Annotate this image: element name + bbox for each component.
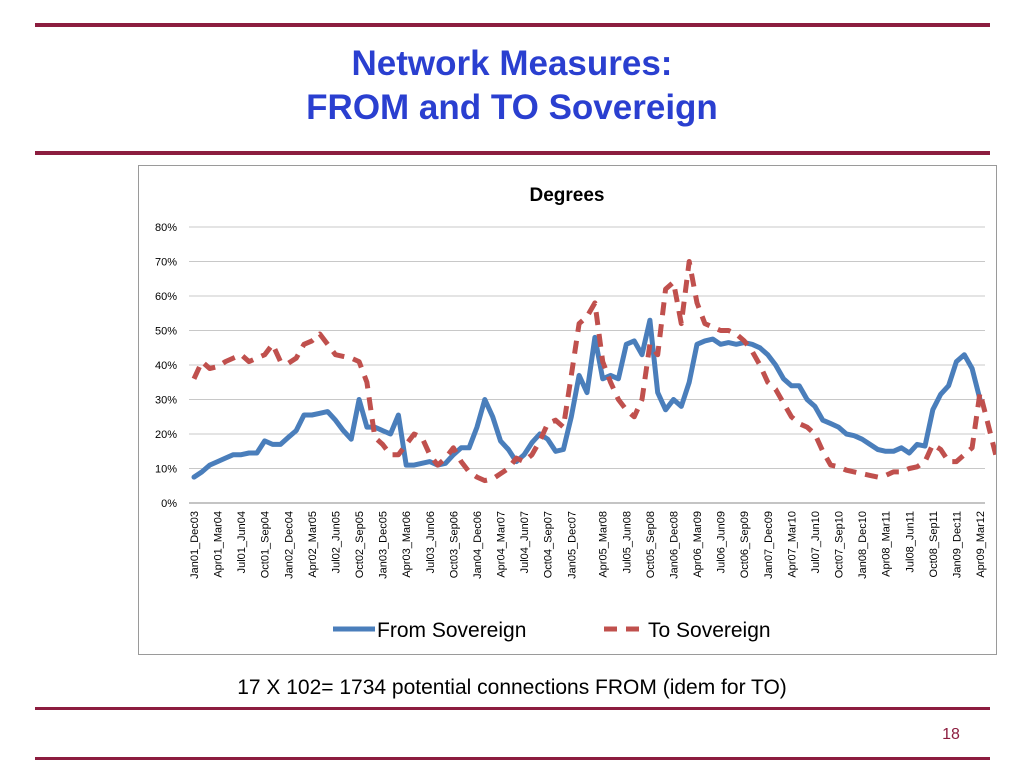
x-tick-label: Oct08_Sep11 [928, 511, 940, 577]
x-tick-label: Apr03_Mar06 [401, 511, 413, 578]
x-tick-label: Apr02_Mar05 [307, 511, 319, 578]
chart-frame: Degrees 0% 10% 20% 30% 40% 50% 60% 70% 80% Jan01_D… [138, 165, 997, 655]
slide-title-line-1: Network Measures: [351, 44, 673, 83]
bottom-rule [35, 757, 990, 760]
y-tick-label: 70% [155, 257, 177, 269]
x-tick-label: Jan06_Dec08 [668, 511, 680, 579]
y-tick-label: 40% [155, 360, 177, 372]
x-tick-label: Jul03_Jun06 [425, 511, 437, 573]
x-tick-label: Apr01_Mar04 [213, 511, 225, 578]
top-rule [35, 23, 990, 27]
title-underline-rule [35, 151, 990, 155]
page-number: 18 [942, 726, 960, 743]
x-tick-label: Jan04_Dec06 [472, 511, 484, 579]
x-tick-label: Oct04_Sep07 [543, 511, 555, 578]
x-tick-label: Apr09_Mar12 [975, 511, 987, 578]
x-tick-label: Apr08_Mar11 [881, 511, 893, 577]
x-tick-label: Jul08_Jun11 [904, 511, 916, 573]
x-tick-label: Apr07_Mar10 [786, 511, 798, 578]
x-tick-label: Oct06_Sep09 [739, 511, 751, 578]
x-tick-label: Jan01_Dec03 [189, 511, 201, 579]
y-tick-label: 10% [155, 464, 177, 476]
x-tick-label: Oct02_Sep05 [354, 511, 366, 578]
x-tick-label: Jan02_Dec04 [283, 511, 295, 579]
x-tick-label: Jan07_Dec09 [763, 511, 775, 579]
slide-caption: 17 X 102= 1734 potential connections FRO… [237, 676, 787, 699]
y-tick-label: 50% [155, 326, 177, 338]
x-tick-label: Jan03_Dec05 [378, 511, 390, 579]
x-tick-label: Jan05_Dec07 [566, 511, 578, 579]
legend-label-to-sovereign: To Sovereign [648, 619, 771, 642]
y-tick-label: 30% [155, 395, 177, 407]
series-line-from-sovereign [191, 317, 983, 480]
x-tick-label: Jul06_Jun09 [716, 511, 728, 573]
x-tick-label: Oct05_Sep08 [645, 511, 657, 578]
degrees-line-chart: Degrees 0% 10% 20% 30% 40% 50% 60% 70% 80% Jan01_D… [155, 185, 996, 642]
x-tick-label: Jan09_Dec11 [951, 511, 963, 578]
legend-label-from-sovereign: From Sovereign [377, 619, 526, 642]
series-line-to-sovereign [191, 259, 996, 484]
slide-title-line-2: FROM and TO Sovereign [306, 88, 718, 127]
x-tick-label: Jul07_Jun10 [810, 511, 822, 573]
x-tick-label: Oct07_Sep10 [834, 511, 846, 578]
y-tick-label: 0% [161, 498, 177, 510]
x-tick-label: Jul02_Jun05 [330, 511, 342, 573]
footer-rule [35, 707, 990, 710]
x-tick-label: Apr05_Mar08 [598, 511, 610, 578]
y-tick-label: 60% [155, 291, 177, 303]
x-tick-label: Jul04_Jun07 [519, 511, 531, 573]
chart-title: Degrees [530, 185, 605, 206]
y-tick-label: 80% [155, 222, 177, 234]
x-tick-label: Jul01_Jun04 [236, 511, 248, 573]
slide-title: Network Measures: FROM and TO Sovereign [0, 42, 1024, 130]
y-tick-label: 20% [155, 429, 177, 441]
x-tick-label: Jul05_Jun08 [621, 511, 633, 573]
x-tick-label: Oct01_Sep04 [260, 511, 272, 578]
x-tick-label: Jan08_Dec10 [857, 511, 869, 579]
x-tick-label: Apr06_Mar09 [692, 511, 704, 578]
x-tick-label: Oct03_Sep06 [448, 511, 460, 578]
x-tick-label: Apr04_Mar07 [496, 511, 508, 578]
